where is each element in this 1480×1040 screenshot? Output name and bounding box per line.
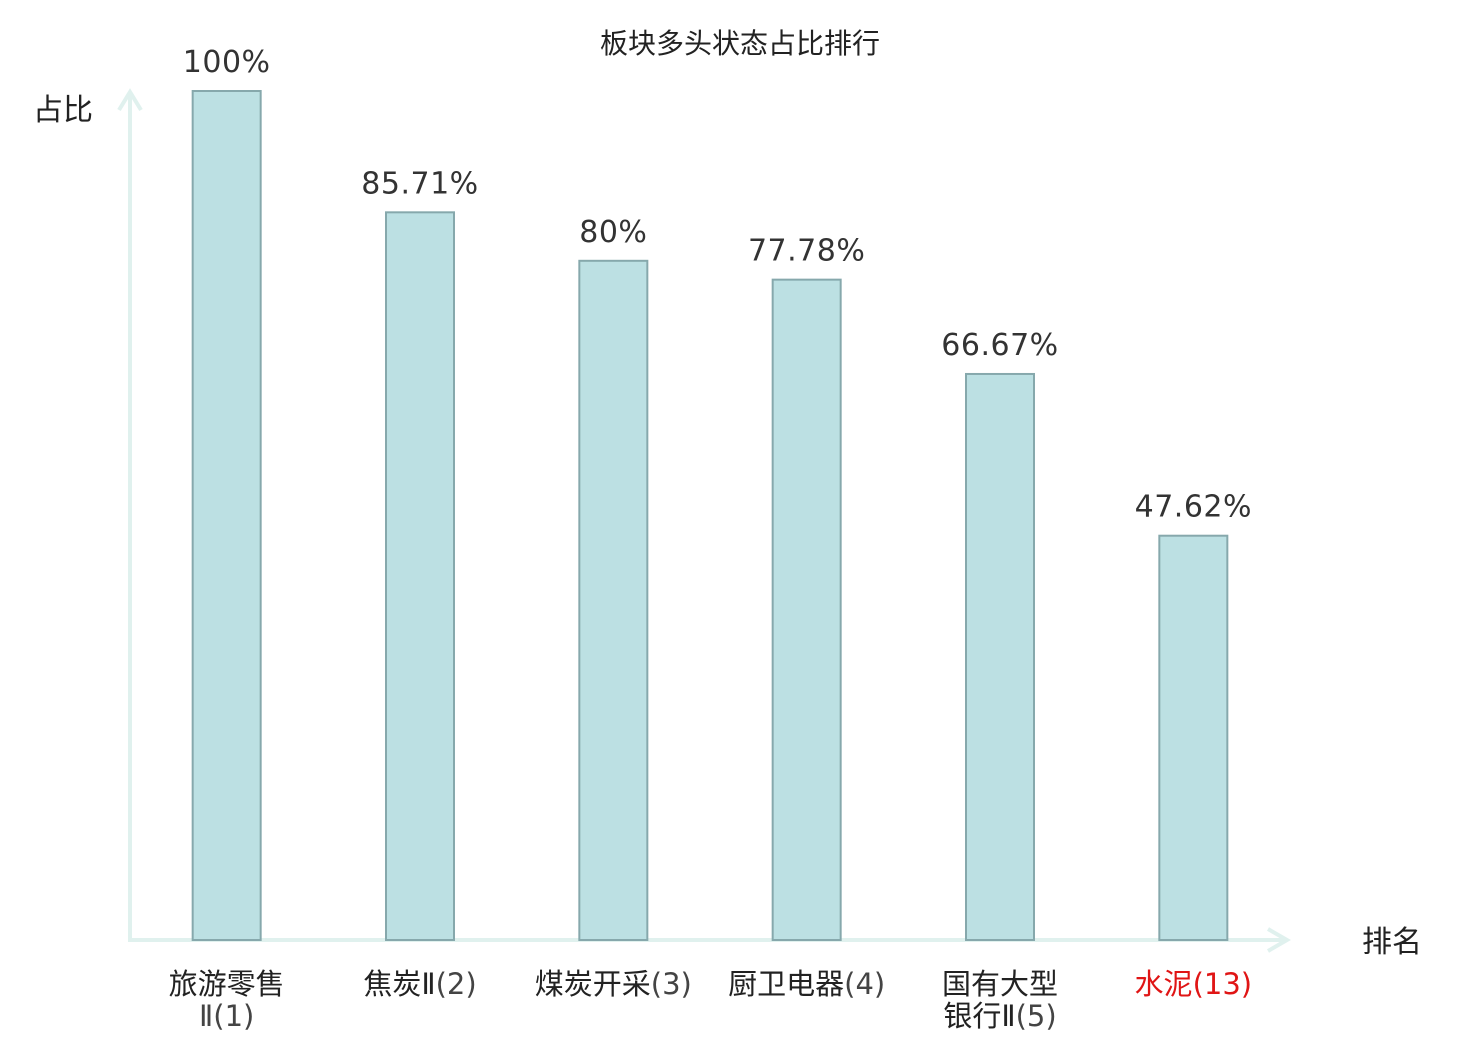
bar-value-label: 80% [579, 215, 647, 250]
category-label: 旅游零售 Ⅱ(1) [169, 967, 285, 1033]
x-axis: 排名 [128, 925, 1422, 960]
value-labels: 100% 85.71% 80% 77.78% 66.67% 47.62% [183, 45, 1252, 525]
category-label: 煤炭开采(3) [535, 967, 692, 1001]
bars [191, 90, 1229, 942]
y-axis-arrow-icon [117, 88, 143, 112]
category-label: 国有大型银行Ⅱ(5) [942, 967, 1058, 1033]
category-rank: (3) [651, 967, 692, 1001]
category-name: 煤炭开采 [535, 967, 651, 1001]
bar-value-label: 47.62% [1135, 490, 1252, 525]
category-name: 焦炭Ⅱ [363, 967, 435, 1001]
y-axis: 占比 [33, 88, 143, 940]
category-label: 水泥(13) [1135, 967, 1253, 1001]
category-rank: (13) [1193, 967, 1253, 1001]
bar-value-label: 66.67% [941, 328, 1058, 363]
category-labels: 旅游零售 Ⅱ(1) 焦炭Ⅱ(2) 煤炭开采(3) 厨卫电器(4) 国有大型银行Ⅱ(5) 水泥… [169, 967, 1252, 1033]
x-axis-label: 排名 [1362, 925, 1422, 960]
bar [965, 372, 1035, 942]
category-name: 国有大型 [942, 967, 1058, 1001]
bar-value-label: 85.71% [361, 166, 478, 201]
category-label: 焦炭Ⅱ(2) [363, 967, 476, 1001]
category-name: 旅游零售 [169, 967, 285, 1001]
category-name: 银行Ⅱ [943, 999, 1015, 1033]
bar [771, 278, 842, 941]
x-axis-arrow-icon [1266, 927, 1291, 953]
bar [385, 211, 455, 942]
bar-value-label: 77.78% [748, 234, 865, 269]
category-name: 厨卫电器 [728, 967, 844, 1001]
bar [1158, 534, 1229, 941]
category-rank: Ⅱ(1) [199, 999, 254, 1033]
category-label: 厨卫电器(4) [728, 967, 885, 1001]
bar-value-label: 100% [183, 45, 271, 80]
bar [578, 259, 649, 941]
category-rank: (5) [1016, 999, 1057, 1033]
chart-title: 板块多头状态占比排行 [600, 27, 880, 60]
bar [191, 90, 262, 941]
category-rank: (4) [844, 967, 885, 1001]
category-name: 水泥 [1135, 967, 1193, 1001]
category-rank: (2) [436, 967, 477, 1001]
y-axis-label: 占比 [33, 93, 93, 128]
